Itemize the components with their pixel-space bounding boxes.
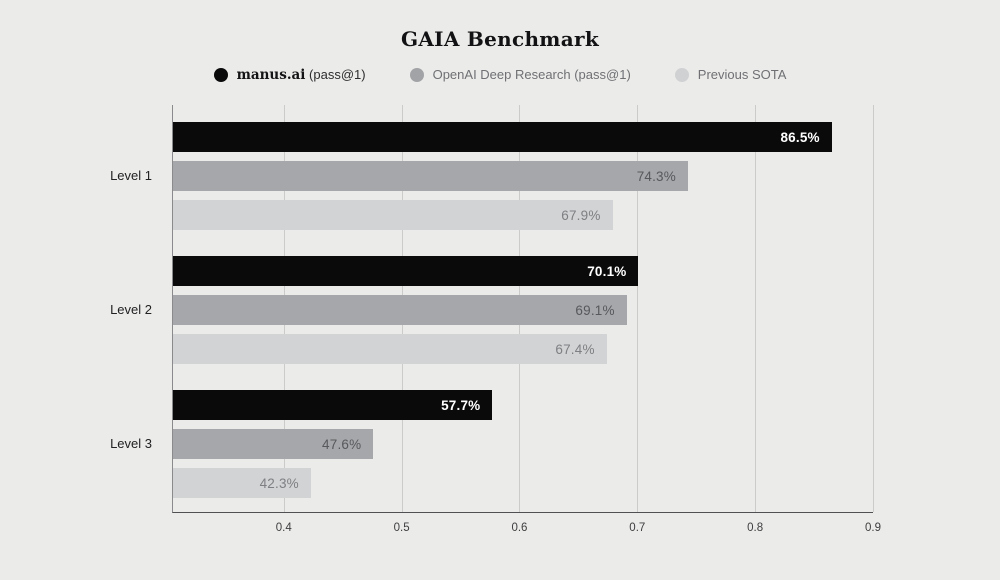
x-axis-tick-label: 0.4 — [275, 522, 292, 534]
bar: 57.7% — [173, 390, 493, 420]
bar-value-label: 74.3% — [636, 168, 676, 184]
bar: 67.9% — [173, 200, 613, 230]
category-label: Level 3 — [110, 436, 152, 451]
bar: 47.6% — [173, 429, 374, 459]
x-axis-tick-label: 0.5 — [393, 522, 410, 534]
bar-value-label: 57.7% — [441, 397, 481, 413]
x-axis-tick-label: 0.7 — [629, 522, 646, 534]
bar-value-label: 67.4% — [555, 341, 595, 357]
legend-label: manus.ai (pass@1) — [237, 66, 366, 84]
gridline — [755, 105, 757, 512]
bar: 69.1% — [173, 295, 627, 325]
category-label: Level 2 — [110, 302, 152, 317]
category-label: Level 1 — [110, 168, 152, 183]
bar: 42.3% — [173, 468, 311, 498]
legend-dot-icon — [213, 68, 228, 82]
chart-legend: manus.ai (pass@1) OpenAI Deep Research (… — [0, 66, 1000, 84]
legend-item-previous-sota: Previous SOTA — [674, 66, 787, 84]
legend-dot-icon — [674, 68, 689, 82]
bar: 70.1% — [173, 256, 639, 286]
plot-area: 0.4 0.5 0.6 0.7 0.8 0.9 Level 1 86.5% 74.3% 67.9%… — [110, 105, 881, 534]
x-axis-tick-label: 0.6 — [511, 522, 528, 534]
legend-label: OpenAI Deep Research (pass@1) — [432, 67, 631, 82]
bar-value-label: 67.9% — [561, 207, 601, 223]
bar-value-label: 42.3% — [259, 475, 299, 491]
bar-value-label: 47.6% — [322, 436, 362, 452]
legend-dot-icon — [409, 68, 424, 82]
bar: 86.5% — [173, 122, 832, 152]
legend-item-manus-ai: manus.ai (pass@1) — [213, 66, 366, 84]
legend-item-openai-deep-research: OpenAI Deep Research (pass@1) — [409, 66, 631, 84]
bar: 67.4% — [173, 334, 607, 364]
legend-label-primary: manus.ai — [236, 67, 306, 83]
gridline — [637, 105, 639, 512]
legend-label: Previous SOTA — [697, 67, 787, 82]
bar-value-label: 86.5% — [780, 129, 820, 145]
bar: 74.3% — [173, 161, 688, 191]
x-axis-tick-label: 0.9 — [865, 522, 881, 534]
bar-value-label: 70.1% — [587, 263, 627, 279]
chart-title: GAIA Benchmark — [400, 27, 600, 51]
legend-label-secondary: (pass@1) — [309, 67, 366, 82]
gridline — [873, 105, 874, 512]
x-axis-tick-label: 0.8 — [747, 522, 764, 534]
bar-value-label: 69.1% — [575, 302, 615, 318]
